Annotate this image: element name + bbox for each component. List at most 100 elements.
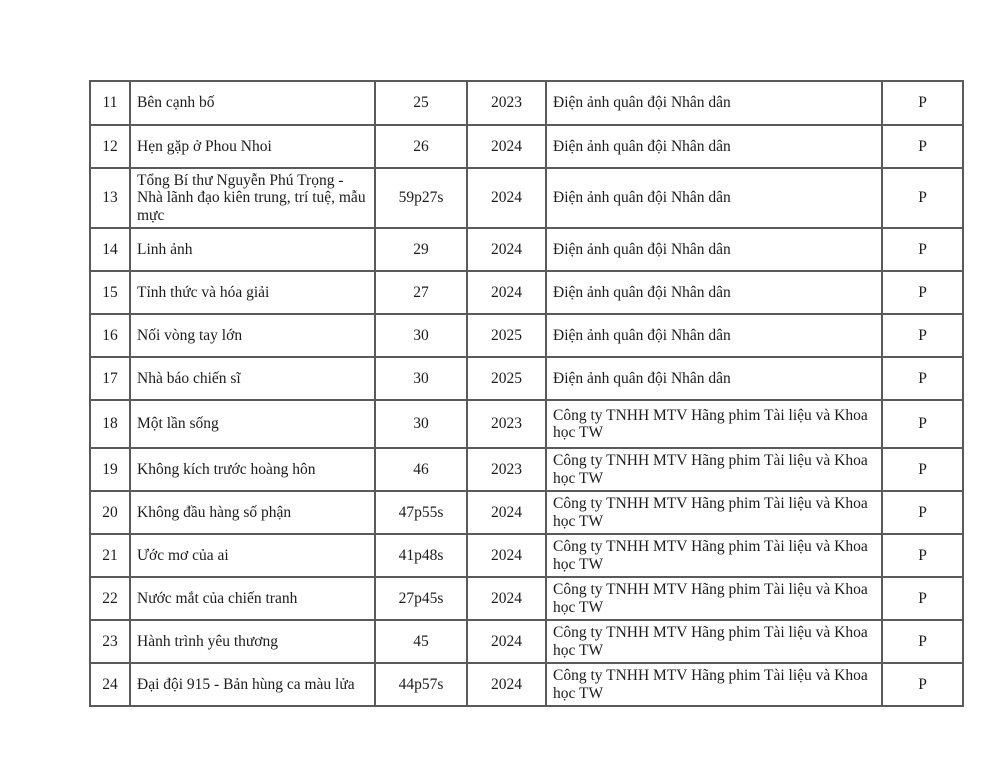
cell-row-number: 13	[89, 166, 131, 230]
cell-year: 2023	[466, 447, 547, 493]
table-row: 24 Đại đội 915 - Bản hùng ca màu lửa 44p…	[89, 662, 964, 708]
cell-status: P	[881, 166, 964, 230]
table-row: 14 Linh ảnh 29 2024 Điện ảnh quân đội Nh…	[89, 227, 964, 273]
cell-studio: Công ty TNHH MTV Hãng phim Tài liệu và K…	[545, 576, 883, 622]
cell-film-title: Nhà báo chiến sĩ	[129, 356, 376, 402]
cell-film-title: Một lần sống	[129, 399, 376, 450]
cell-status: P	[881, 227, 964, 273]
film-table: 11 Bên cạnh bố 25 2023 Điện ảnh quân đội…	[89, 80, 964, 708]
cell-status: P	[881, 356, 964, 402]
cell-status: P	[881, 80, 964, 126]
table-row: 22 Nước mắt của chiến tranh 27p45s 2024 …	[89, 576, 964, 622]
cell-film-title: Đại đội 915 - Bản hùng ca màu lửa	[129, 662, 376, 708]
cell-year: 2024	[466, 662, 547, 708]
cell-status: P	[881, 576, 964, 622]
cell-duration: 46	[374, 447, 468, 493]
cell-studio: Điện ảnh quân đội Nhân dân	[545, 313, 883, 359]
cell-status: P	[881, 399, 964, 450]
cell-film-title: Nước mắt của chiến tranh	[129, 576, 376, 622]
cell-duration: 45	[374, 619, 468, 665]
table-row: 17 Nhà báo chiến sĩ 30 2025 Điện ảnh quâ…	[89, 356, 964, 402]
cell-row-number: 17	[89, 356, 131, 402]
cell-year: 2024	[466, 270, 547, 316]
cell-studio: Điện ảnh quân đội Nhân dân	[545, 124, 883, 169]
cell-studio: Điện ảnh quân đội Nhân dân	[545, 166, 883, 230]
cell-duration: 27	[374, 270, 468, 316]
cell-status: P	[881, 447, 964, 493]
cell-year: 2024	[466, 533, 547, 579]
cell-year: 2023	[466, 399, 547, 450]
cell-year: 2024	[466, 619, 547, 665]
cell-film-title: Không đầu hàng số phận	[129, 490, 376, 536]
cell-status: P	[881, 533, 964, 579]
cell-row-number: 24	[89, 662, 131, 708]
cell-studio: Công ty TNHH MTV Hãng phim Tài liệu và K…	[545, 662, 883, 708]
film-table-body: 11 Bên cạnh bố 25 2023 Điện ảnh quân đội…	[89, 80, 964, 708]
cell-film-title: Bên cạnh bố	[129, 80, 376, 126]
cell-studio: Điện ảnh quân đội Nhân dân	[545, 227, 883, 273]
table-row: 11 Bên cạnh bố 25 2023 Điện ảnh quân đội…	[89, 80, 964, 126]
table-row: 21 Ước mơ của ai 41p48s 2024 Công ty TNH…	[89, 533, 964, 579]
cell-studio: Công ty TNHH MTV Hãng phim Tài liệu và K…	[545, 399, 883, 450]
cell-year: 2023	[466, 80, 547, 126]
table-row: 15 Tỉnh thức và hóa giải 27 2024 Điện ản…	[89, 270, 964, 316]
cell-year: 2024	[466, 124, 547, 169]
cell-row-number: 11	[89, 80, 131, 126]
cell-status: P	[881, 124, 964, 169]
cell-studio: Điện ảnh quân đội Nhân dân	[545, 80, 883, 126]
cell-duration: 41p48s	[374, 533, 468, 579]
table-row: 12 Hẹn gặp ở Phou Nhoi 26 2024 Điện ảnh …	[89, 124, 964, 169]
cell-row-number: 15	[89, 270, 131, 316]
cell-film-title: Không kích trước hoàng hôn	[129, 447, 376, 493]
cell-duration: 30	[374, 399, 468, 450]
cell-row-number: 14	[89, 227, 131, 273]
cell-film-title: Linh ảnh	[129, 227, 376, 273]
table-row: 23 Hành trình yêu thương 45 2024 Công ty…	[89, 619, 964, 665]
cell-film-title: Ước mơ của ai	[129, 533, 376, 579]
cell-duration: 30	[374, 356, 468, 402]
cell-film-title: Hành trình yêu thương	[129, 619, 376, 665]
cell-status: P	[881, 270, 964, 316]
cell-status: P	[881, 490, 964, 536]
cell-duration: 59p27s	[374, 166, 468, 230]
cell-duration: 26	[374, 124, 468, 169]
cell-year: 2024	[466, 490, 547, 536]
cell-film-title: Hẹn gặp ở Phou Nhoi	[129, 124, 376, 169]
cell-year: 2024	[466, 166, 547, 230]
cell-row-number: 23	[89, 619, 131, 665]
cell-status: P	[881, 313, 964, 359]
cell-row-number: 16	[89, 313, 131, 359]
cell-row-number: 19	[89, 447, 131, 493]
cell-studio: Công ty TNHH MTV Hãng phim Tài liệu và K…	[545, 447, 883, 493]
cell-studio: Điện ảnh quân đội Nhân dân	[545, 270, 883, 316]
cell-year: 2024	[466, 576, 547, 622]
cell-duration: 27p45s	[374, 576, 468, 622]
cell-row-number: 12	[89, 124, 131, 169]
table-row: 16 Nối vòng tay lớn 30 2025 Điện ảnh quâ…	[89, 313, 964, 359]
cell-duration: 25	[374, 80, 468, 126]
cell-year: 2024	[466, 227, 547, 273]
cell-row-number: 18	[89, 399, 131, 450]
cell-year: 2025	[466, 356, 547, 402]
table-row: 20 Không đầu hàng số phận 47p55s 2024 Cô…	[89, 490, 964, 536]
table-row: 13 Tổng Bí thư Nguyễn Phú Trọng - Nhà lã…	[89, 166, 964, 230]
cell-studio: Điện ảnh quân đội Nhân dân	[545, 356, 883, 402]
table-row: 19 Không kích trước hoàng hôn 46 2023 Cô…	[89, 447, 964, 493]
cell-row-number: 21	[89, 533, 131, 579]
cell-year: 2025	[466, 313, 547, 359]
cell-row-number: 20	[89, 490, 131, 536]
cell-status: P	[881, 662, 964, 708]
cell-studio: Công ty TNHH MTV Hãng phim Tài liệu và K…	[545, 490, 883, 536]
cell-status: P	[881, 619, 964, 665]
cell-duration: 44p57s	[374, 662, 468, 708]
cell-film-title: Tỉnh thức và hóa giải	[129, 270, 376, 316]
cell-duration: 29	[374, 227, 468, 273]
cell-duration: 30	[374, 313, 468, 359]
cell-duration: 47p55s	[374, 490, 468, 536]
cell-studio: Công ty TNHH MTV Hãng phim Tài liệu và K…	[545, 619, 883, 665]
cell-studio: Công ty TNHH MTV Hãng phim Tài liệu và K…	[545, 533, 883, 579]
table-row: 18 Một lần sống 30 2023 Công ty TNHH MTV…	[89, 399, 964, 450]
cell-row-number: 22	[89, 576, 131, 622]
cell-film-title: Tổng Bí thư Nguyễn Phú Trọng - Nhà lãnh …	[129, 166, 376, 230]
